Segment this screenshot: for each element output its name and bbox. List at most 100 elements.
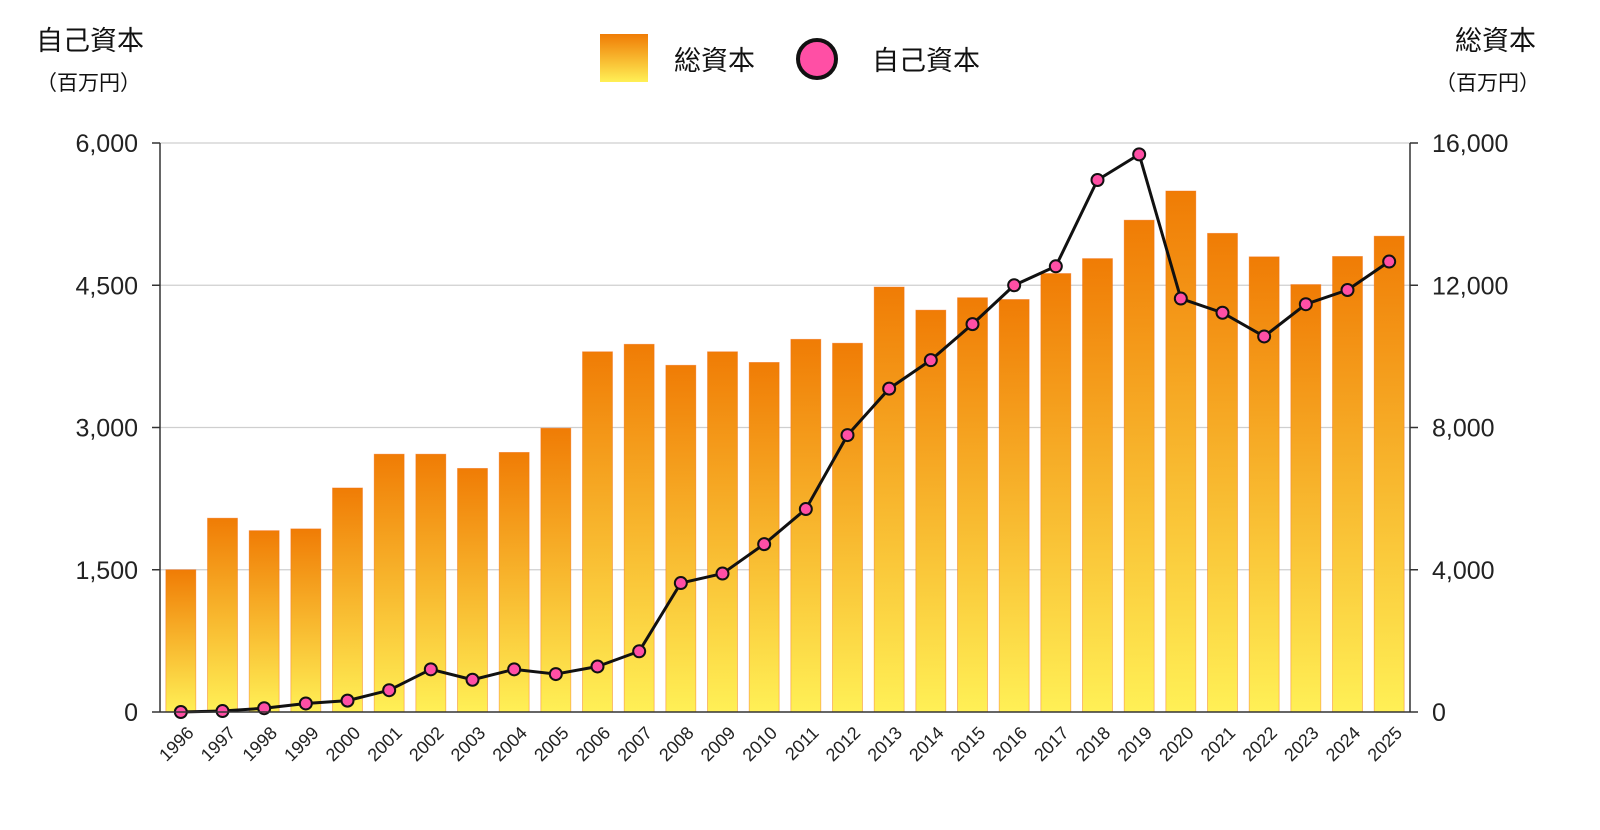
x-tick-label: 2002 bbox=[405, 723, 447, 765]
point-equity bbox=[1298, 297, 1313, 312]
bar-total-capital bbox=[1207, 232, 1238, 713]
x-tick-label: 2021 bbox=[1197, 723, 1239, 765]
x-tick-label: 2015 bbox=[947, 723, 989, 765]
left-axis-title: 自己資本 bbox=[36, 26, 144, 57]
equity-line-path bbox=[180, 152, 1391, 714]
bar-total-capital bbox=[290, 528, 322, 713]
left-tick-label: 6,000 bbox=[75, 130, 138, 158]
point-equity bbox=[632, 644, 647, 659]
x-tick-label: 1996 bbox=[155, 723, 197, 765]
point-equity bbox=[340, 693, 355, 708]
bar-total-capital bbox=[1248, 256, 1280, 713]
right-axis-unit: （百万円） bbox=[1435, 71, 1540, 95]
point-equity bbox=[1173, 291, 1188, 306]
bar-total-capital bbox=[165, 569, 197, 713]
legend: 総資本 自己資本 bbox=[600, 34, 980, 82]
right-tick-label: 16,000 bbox=[1432, 130, 1508, 158]
bar-total-capital bbox=[1332, 256, 1363, 713]
point-equity bbox=[548, 667, 563, 682]
point-equity bbox=[465, 672, 480, 687]
x-tick-label: 2009 bbox=[697, 723, 739, 765]
x-tick-label: 2013 bbox=[864, 723, 906, 765]
bar-total-capital bbox=[707, 351, 738, 713]
point-equity bbox=[382, 683, 397, 698]
bar-total-capital bbox=[915, 309, 947, 713]
left-tick-label: 3,000 bbox=[75, 415, 138, 443]
left-tick-label: 4,500 bbox=[75, 272, 138, 300]
x-tick-label: 2016 bbox=[989, 723, 1031, 765]
point-equity bbox=[298, 696, 313, 711]
x-tick-label: 2006 bbox=[572, 723, 614, 765]
x-tick-label: 2005 bbox=[530, 723, 572, 765]
x-tick-label: 1999 bbox=[280, 723, 322, 765]
bar-total-capital bbox=[790, 338, 822, 713]
point-equity bbox=[1382, 254, 1397, 269]
x-tick-label: 2007 bbox=[614, 723, 656, 765]
point-equity bbox=[673, 576, 688, 591]
x-tick-label: 2012 bbox=[822, 723, 864, 765]
point-equity bbox=[715, 566, 730, 581]
point-equity bbox=[257, 701, 272, 716]
bar-total-capital bbox=[665, 364, 697, 713]
x-tick-label: 2010 bbox=[739, 723, 781, 765]
x-tick-label: 2025 bbox=[1364, 723, 1406, 765]
x-tick-label: 2020 bbox=[1155, 723, 1197, 765]
x-tick-label: 2017 bbox=[1030, 723, 1072, 765]
bar-total-capital bbox=[998, 299, 1030, 713]
bar-total-capital bbox=[207, 517, 238, 713]
right-axis-title: 総資本 bbox=[1455, 26, 1536, 57]
bar-total-capital bbox=[1373, 235, 1405, 713]
point-equity bbox=[1340, 282, 1355, 297]
point-equity bbox=[798, 502, 813, 517]
point-equity bbox=[590, 659, 605, 674]
bar-total-capital bbox=[1082, 258, 1113, 713]
point-equity bbox=[882, 381, 897, 396]
bar-total-capital bbox=[540, 427, 572, 713]
grid bbox=[160, 142, 1410, 571]
point-equity bbox=[1215, 305, 1230, 320]
left-axis-unit: （百万円） bbox=[36, 71, 141, 95]
point-equity bbox=[965, 317, 980, 332]
x-tick-label: 2008 bbox=[655, 723, 697, 765]
right-tick-label: 4,000 bbox=[1432, 557, 1495, 585]
x-tick-label: 2000 bbox=[322, 723, 364, 765]
bar-total-capital bbox=[332, 487, 363, 713]
point-equity bbox=[1132, 147, 1147, 162]
bar-total-capital bbox=[1123, 219, 1155, 713]
total-capital-bars bbox=[165, 190, 1405, 713]
right-tick-label: 8,000 bbox=[1432, 415, 1495, 443]
x-tick-label: 2023 bbox=[1280, 723, 1322, 765]
bar-total-capital bbox=[832, 342, 863, 713]
x-tick-label: 1998 bbox=[239, 723, 281, 765]
x-tick-label: 2001 bbox=[364, 723, 406, 765]
x-tick-label: 2022 bbox=[1239, 723, 1281, 765]
bar-total-capital bbox=[873, 286, 905, 713]
left-tick-label: 1,500 bbox=[75, 557, 138, 585]
point-equity bbox=[1257, 329, 1272, 344]
right-tick-label: 12,000 bbox=[1432, 272, 1508, 300]
point-equity bbox=[757, 537, 772, 552]
legend-label-equity: 自己資本 bbox=[872, 46, 980, 77]
bar-total-capital bbox=[248, 530, 280, 713]
x-tick-label: 2018 bbox=[1072, 723, 1114, 765]
legend-label-total-capital: 総資本 bbox=[674, 46, 755, 77]
x-tick-label: 2019 bbox=[1114, 723, 1156, 765]
x-tick-label: 1997 bbox=[197, 723, 239, 765]
point-equity bbox=[1007, 278, 1022, 293]
point-equity bbox=[215, 704, 230, 719]
right-tick-label: 0 bbox=[1432, 699, 1446, 727]
bar-total-capital bbox=[1290, 284, 1322, 713]
x-tick-label: 2003 bbox=[447, 723, 489, 765]
point-equity bbox=[423, 662, 438, 677]
bar-total-capital bbox=[1040, 273, 1072, 713]
bar-total-capital bbox=[957, 297, 988, 713]
legend-marker-equity bbox=[796, 38, 838, 80]
point-equity bbox=[1048, 259, 1063, 274]
equity-line bbox=[173, 147, 1397, 719]
point-equity bbox=[923, 353, 938, 368]
left-tick-label: 0 bbox=[124, 699, 138, 727]
x-tick-label: 2024 bbox=[1322, 723, 1364, 765]
x-tick-label: 2004 bbox=[489, 723, 531, 765]
bar-total-capital bbox=[1165, 190, 1197, 713]
